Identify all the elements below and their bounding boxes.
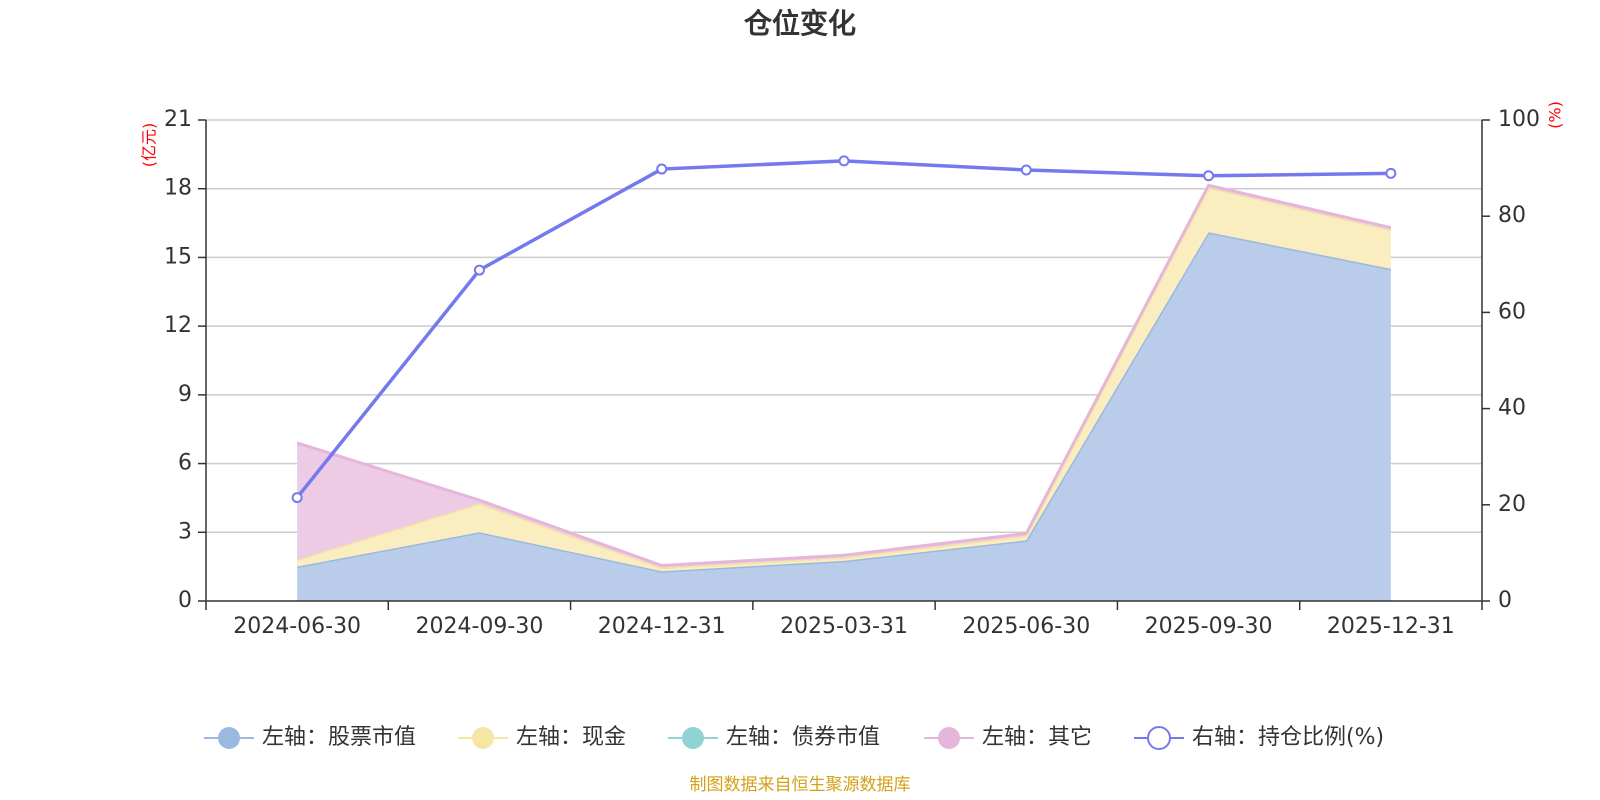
legend: 左轴：股票市值 左轴：现金 左轴：债券市值 左轴：其它 右轴：持仓比例(%) [204, 725, 1384, 750]
ratio-point [1203, 170, 1215, 182]
left-axis-tick-label: 9 [178, 382, 192, 407]
right-axis-tick-label: 60 [1498, 299, 1526, 324]
grid-lines [206, 119, 1482, 534]
legend-filled-circle-icon [682, 727, 704, 749]
legend-label: 左轴：债券市值 [726, 725, 880, 750]
legend-hollow-circle-icon [1147, 726, 1171, 750]
legend-item-ratio[interactable]: 右轴：持仓比例(%) [1134, 725, 1384, 750]
area-stock [297, 232, 1391, 601]
legend-item-bond[interactable]: 左轴：债券市值 [668, 725, 880, 750]
right-axis-tick-label: 20 [1498, 492, 1526, 517]
x-axis-tick-label: 2025-09-30 [1145, 614, 1273, 639]
left-axis-tick-label: 0 [178, 588, 192, 613]
legend-label: 左轴：现金 [516, 725, 626, 750]
right-axis-tick-label: 0 [1498, 588, 1512, 613]
axes: 0 3 6 9 12 15 18 21 0 20 40 60 80 100 2024-06-30 2024-0… [164, 107, 1540, 639]
left-axis-unit: (亿元) [140, 123, 159, 168]
right-axis-tick-label: 40 [1498, 396, 1526, 421]
legend-item-stock[interactable]: 左轴：股票市值 [204, 725, 416, 750]
stacked-areas [296, 183, 1392, 601]
legend-label: 右轴：持仓比例(%) [1192, 725, 1384, 750]
right-axis-unit: (%) [1546, 101, 1565, 129]
ratio-point [473, 264, 485, 276]
x-axis-tick-label: 2025-06-30 [962, 614, 1090, 639]
left-axis-tick-label: 6 [178, 451, 192, 476]
left-axis-tick-label: 18 [164, 176, 192, 201]
left-axis-tick-label: 21 [164, 107, 192, 132]
source-note: 制图数据来自恒生聚源数据库 [690, 775, 911, 795]
legend-item-cash[interactable]: 左轴：现金 [458, 725, 626, 750]
x-axis-tick-label: 2024-09-30 [415, 614, 543, 639]
x-axis-tick-label: 2025-03-31 [780, 614, 908, 639]
area-cash [297, 187, 1391, 572]
left-axis-tick-label: 12 [164, 313, 192, 338]
right-axis-tick-label: 100 [1498, 107, 1540, 132]
legend-label: 左轴：其它 [982, 725, 1092, 750]
ratio-point [838, 155, 850, 167]
x-axis-tick-label: 2024-12-31 [598, 614, 726, 639]
chart-title: 仓位变化 [744, 7, 856, 40]
ratio-line-layer [291, 155, 1397, 504]
legend-filled-circle-icon [218, 727, 240, 749]
x-axis-tick-label: 2024-06-30 [233, 614, 361, 639]
legend-filled-circle-icon [938, 727, 960, 749]
left-axis-tick-label: 15 [164, 244, 192, 269]
ratio-point [291, 492, 303, 504]
area-line-other [296, 183, 1392, 567]
legend-label: 左轴：股票市值 [262, 725, 416, 750]
left-axis-tick-label: 3 [178, 519, 192, 544]
ratio-point [656, 163, 668, 175]
legend-filled-circle-icon [472, 727, 494, 749]
ratio-point [1385, 167, 1397, 179]
legend-item-other[interactable]: 左轴：其它 [924, 725, 1092, 750]
right-axis-tick-label: 80 [1498, 203, 1526, 228]
x-axis-tick-label: 2025-12-31 [1327, 614, 1455, 639]
ratio-point [1020, 164, 1032, 176]
